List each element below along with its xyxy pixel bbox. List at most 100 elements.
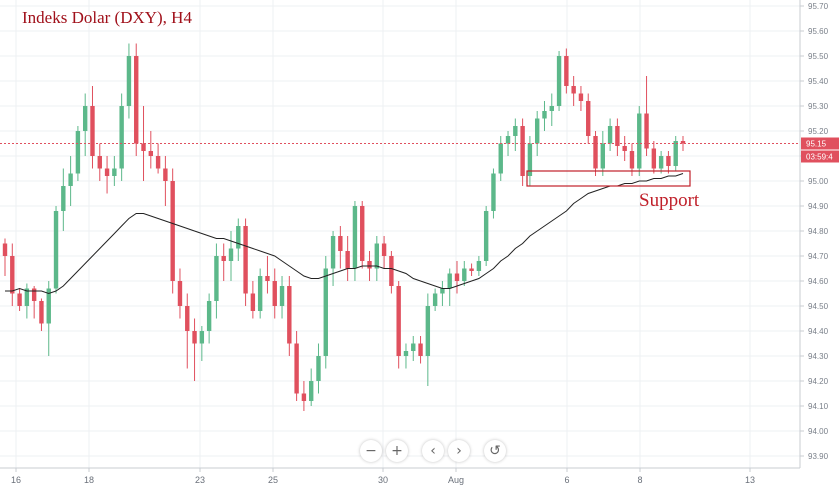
candle-body bbox=[308, 381, 314, 401]
candle-body bbox=[520, 126, 525, 176]
candle-body bbox=[250, 293, 256, 311]
candle-body bbox=[68, 173, 73, 186]
candle-body bbox=[389, 256, 394, 286]
zoom-out-button[interactable]: − bbox=[360, 440, 382, 462]
y-tick-label: 95.50 bbox=[808, 52, 829, 61]
candle-body bbox=[498, 143, 503, 174]
candle-body bbox=[403, 351, 409, 356]
candle-body bbox=[243, 226, 248, 294]
y-tick-label: 95.20 bbox=[808, 127, 829, 136]
candle-body bbox=[126, 56, 132, 106]
countdown-tag bbox=[801, 150, 839, 163]
candle-body bbox=[593, 136, 598, 169]
candle-body bbox=[330, 236, 336, 269]
candle-body bbox=[418, 343, 423, 356]
candle-body bbox=[607, 126, 613, 144]
candle-body bbox=[469, 268, 474, 271]
candle-body bbox=[352, 206, 358, 269]
candle-body bbox=[651, 148, 657, 169]
candle-body bbox=[170, 181, 175, 281]
candle-body bbox=[527, 143, 533, 176]
candle-body bbox=[600, 143, 606, 169]
x-tick-label: 8 bbox=[637, 475, 642, 485]
candle-body bbox=[622, 146, 627, 151]
candle-body bbox=[104, 168, 110, 176]
y-tick-label: 95.30 bbox=[808, 102, 829, 111]
candle-body bbox=[2, 243, 8, 256]
candle-body bbox=[615, 126, 620, 146]
candle-body bbox=[97, 156, 102, 169]
last-price-tag bbox=[801, 137, 839, 150]
zoom-in-button[interactable]: + bbox=[386, 440, 408, 462]
candle-body bbox=[396, 286, 401, 356]
candle-body bbox=[206, 301, 212, 331]
y-tick-label: 94.00 bbox=[808, 427, 829, 436]
candle-body bbox=[629, 151, 635, 169]
candle-body bbox=[185, 306, 190, 331]
moving-average-line bbox=[5, 173, 684, 295]
candle-body bbox=[411, 343, 416, 351]
candle-body bbox=[447, 273, 452, 289]
y-tick-label: 94.70 bbox=[808, 252, 829, 261]
candle-body bbox=[46, 288, 51, 324]
countdown-label: 03:59:4 bbox=[806, 153, 833, 162]
candle-body bbox=[61, 186, 66, 211]
candle-body bbox=[301, 393, 307, 401]
candle-body bbox=[549, 106, 554, 111]
candle-body bbox=[236, 226, 241, 249]
y-tick-label: 94.10 bbox=[808, 402, 829, 411]
candle-body bbox=[221, 256, 226, 261]
x-tick-label: 18 bbox=[84, 475, 94, 485]
y-tick-label: 94.40 bbox=[808, 327, 829, 336]
candle-body bbox=[571, 86, 576, 94]
candle-body bbox=[505, 136, 511, 144]
candle-body bbox=[279, 286, 285, 306]
y-tick-label: 94.20 bbox=[808, 377, 829, 386]
candle-body bbox=[294, 343, 299, 394]
candle-body bbox=[272, 281, 277, 306]
chart-title: Indeks Dolar (DXY), H4 bbox=[22, 8, 192, 27]
candle-body bbox=[345, 251, 350, 269]
y-tick-label: 95.60 bbox=[808, 27, 829, 36]
candle-body bbox=[287, 286, 292, 344]
candle-body bbox=[534, 118, 540, 144]
y-tick-label: 95.00 bbox=[808, 177, 829, 186]
candle-body bbox=[75, 131, 81, 174]
candle-body bbox=[462, 268, 467, 281]
scroll-right-button[interactable]: › bbox=[448, 440, 470, 462]
x-tick-label: 25 bbox=[268, 475, 278, 485]
candle-body bbox=[564, 56, 569, 86]
candle-body bbox=[199, 331, 205, 344]
candle-body bbox=[24, 288, 30, 306]
candle-body bbox=[680, 141, 686, 144]
candle-body bbox=[476, 261, 482, 271]
candle-body bbox=[119, 106, 124, 169]
candle-body bbox=[491, 173, 496, 211]
candle-body bbox=[483, 211, 489, 261]
candle-body bbox=[39, 301, 44, 324]
candle-body bbox=[367, 261, 372, 269]
candle-body bbox=[666, 156, 671, 166]
candle-body bbox=[192, 331, 197, 344]
candle-body bbox=[673, 141, 678, 166]
reset-chart-button[interactable]: ↺ bbox=[484, 440, 506, 462]
candle-body bbox=[556, 56, 562, 106]
candle-body bbox=[637, 113, 642, 169]
last-price-label: 95.15 bbox=[806, 140, 827, 149]
candle-body bbox=[644, 113, 649, 149]
candle-body bbox=[10, 256, 15, 294]
scroll-left-button[interactable]: ‹ bbox=[422, 440, 444, 462]
candle-body bbox=[578, 93, 584, 101]
candle-body bbox=[542, 111, 547, 119]
candle-body bbox=[454, 273, 460, 281]
candle-body bbox=[360, 206, 365, 261]
support-annotation: Support bbox=[639, 190, 700, 211]
candle-body bbox=[381, 243, 387, 256]
candle-body bbox=[586, 101, 591, 136]
y-tick-label: 94.30 bbox=[808, 352, 829, 361]
y-tick-label: 95.70 bbox=[808, 2, 829, 11]
candle-body bbox=[155, 156, 161, 169]
candle-body bbox=[112, 168, 117, 176]
y-tick-label: 94.90 bbox=[808, 202, 829, 211]
